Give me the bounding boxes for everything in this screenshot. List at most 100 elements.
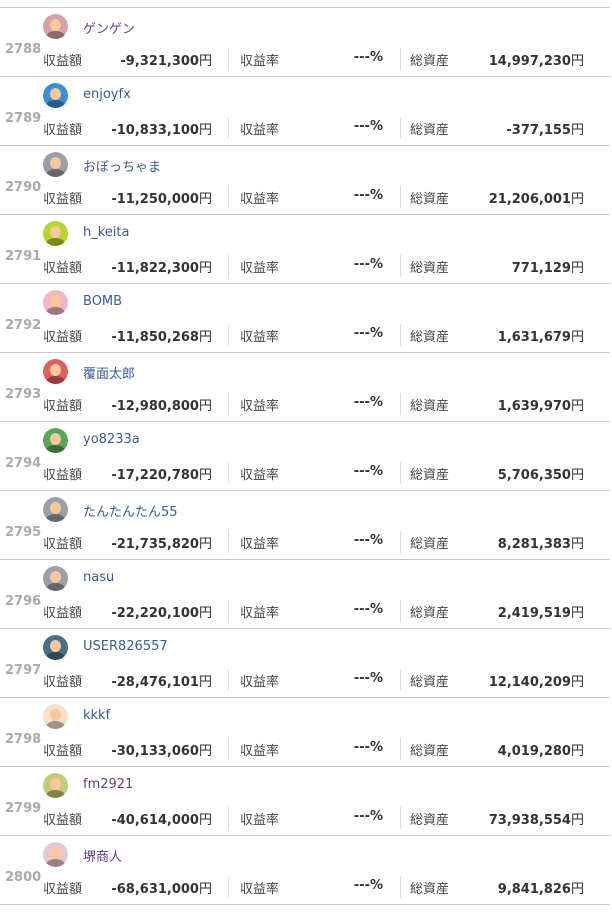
assets-value: 14,997,230円 — [489, 50, 584, 69]
stats-line: 収益額 -30,133,060円 収益率 ---% 総資産 4,019,280円 — [0, 738, 610, 760]
user-name-link[interactable]: ゲンゲン — [83, 22, 136, 37]
ranking-row: 2789 enjoyfx 収益額 -10,833,100円 収益率 ---% 総資産 -377… — [0, 77, 610, 146]
profit-value: -40,614,000円 — [111, 809, 212, 828]
user-avatar-icon[interactable] — [43, 152, 68, 177]
profit-amount: -28,476,101 — [111, 675, 199, 690]
divider — [228, 600, 229, 622]
user-name-link[interactable]: 覆面太郎 — [83, 367, 136, 382]
user-avatar-icon[interactable] — [43, 359, 68, 384]
divider — [228, 876, 229, 898]
user-name-link[interactable]: nasu — [83, 570, 115, 585]
profit-value: -9,321,300円 — [120, 50, 212, 69]
user-avatar-icon[interactable] — [43, 83, 68, 108]
profit-amount: -22,220,100 — [111, 606, 199, 621]
assets-label: 総資産 — [410, 192, 450, 207]
avatar-body — [46, 307, 65, 315]
rank-number: 2788 — [5, 42, 42, 57]
avatar-face — [50, 433, 61, 445]
ranking-row: 2791 h_keita 収益額 -11,822,300円 収益率 ---% 総資産 771,… — [0, 215, 610, 284]
assets-label: 総資産 — [410, 744, 450, 759]
user-avatar-icon[interactable] — [43, 290, 68, 315]
user-avatar-icon[interactable] — [43, 566, 68, 591]
yen-unit: 円 — [198, 606, 212, 621]
divider — [400, 393, 401, 415]
avatar-face — [50, 571, 61, 583]
ranking-row: 2800 堺商人 収益額 -68,631,000円 収益率 ---% 総資産 9,841,82… — [0, 836, 610, 905]
ranking-row: 2795 たんたんたん55 収益額 -21,735,820円 収益率 ---% 総資産 8,2… — [0, 491, 610, 560]
user-avatar-icon[interactable] — [43, 773, 68, 798]
yen-unit: 円 — [570, 399, 584, 414]
divider — [400, 807, 401, 829]
user-name-link[interactable]: BOMB — [83, 294, 123, 309]
rate-value: ---% — [353, 809, 383, 824]
yen-unit: 円 — [198, 744, 212, 759]
profit-label: 収益額 — [43, 882, 83, 897]
profit-amount: -9,321,300 — [120, 54, 199, 69]
profit-label: 収益額 — [43, 192, 83, 207]
assets-amount: 2,419,519 — [497, 606, 571, 621]
profit-amount: -30,133,060 — [111, 744, 199, 759]
profit-label: 収益額 — [43, 606, 83, 621]
avatar-face — [50, 364, 61, 376]
user-name-link[interactable]: h_keita — [83, 225, 130, 240]
avatar-body — [46, 238, 65, 246]
assets-label: 総資産 — [410, 330, 450, 345]
rate-label: 収益率 — [240, 882, 280, 897]
rate-label: 収益率 — [240, 192, 280, 207]
rate-label: 収益率 — [240, 537, 280, 552]
divider — [400, 117, 401, 139]
rate-label: 収益率 — [240, 744, 280, 759]
rate-value: ---% — [353, 119, 383, 134]
rate-value: ---% — [353, 740, 383, 755]
profit-value: -10,833,100円 — [111, 119, 212, 138]
avatar-face — [50, 88, 61, 100]
ranking-row: 2793 覆面太郎 収益額 -12,980,800円 収益率 ---% 総資産 1,639,9… — [0, 353, 610, 422]
user-name-link[interactable]: たんたんたん55 — [83, 505, 178, 520]
rate-value: ---% — [353, 188, 383, 203]
user-name-link[interactable]: fm2921 — [83, 777, 134, 792]
avatar-face — [50, 19, 61, 31]
yen-unit: 円 — [570, 675, 584, 690]
avatar-face — [50, 157, 61, 169]
user-name-link[interactable]: おぼっちゃま — [83, 160, 162, 175]
avatar-face — [50, 778, 61, 790]
user-avatar-icon[interactable] — [43, 221, 68, 246]
avatar-body — [46, 376, 65, 384]
assets-label: 総資産 — [410, 606, 450, 621]
profit-label: 収益額 — [43, 468, 83, 483]
assets-amount: 21,206,001 — [488, 192, 571, 207]
user-avatar-icon[interactable] — [43, 14, 68, 39]
assets-amount: 9,841,826 — [497, 882, 571, 897]
user-name-link[interactable]: enjoyfx — [83, 87, 131, 102]
user-avatar-icon[interactable] — [43, 428, 68, 453]
ranking-row: 2796 nasu 収益額 -22,220,100円 収益率 ---% 総資産 2,419,5… — [0, 560, 610, 629]
user-name-link[interactable]: 堺商人 — [83, 850, 123, 865]
divider — [400, 876, 401, 898]
assets-label: 総資産 — [410, 882, 450, 897]
rate-value: ---% — [353, 395, 383, 410]
user-avatar-icon[interactable] — [43, 635, 68, 660]
rate-value: ---% — [353, 326, 383, 341]
user-name-link[interactable]: yo8233a — [83, 432, 140, 447]
rate-value: ---% — [353, 533, 383, 548]
user-avatar-icon[interactable] — [43, 497, 68, 522]
assets-amount: 771,129 — [511, 261, 571, 276]
divider — [400, 48, 401, 70]
yen-unit: 円 — [198, 123, 212, 138]
rank-number: 2796 — [5, 594, 42, 609]
user-avatar-icon[interactable] — [43, 704, 68, 729]
user-avatar-icon[interactable] — [43, 842, 68, 867]
assets-label: 総資産 — [410, 123, 450, 138]
divider — [400, 738, 401, 760]
assets-amount: 5,706,350 — [497, 468, 571, 483]
avatar-body — [46, 31, 65, 39]
avatar-face — [50, 847, 61, 859]
yen-unit: 円 — [570, 882, 584, 897]
divider — [228, 738, 229, 760]
user-name-link[interactable]: kkkf — [83, 708, 111, 723]
avatar-body — [46, 169, 65, 177]
divider — [228, 324, 229, 346]
ranking-row: 2790 おぼっちゃま 収益額 -11,250,000円 収益率 ---% 総資産 21,20… — [0, 146, 610, 215]
yen-unit: 円 — [198, 537, 212, 552]
user-name-link[interactable]: USER826557 — [83, 639, 168, 654]
